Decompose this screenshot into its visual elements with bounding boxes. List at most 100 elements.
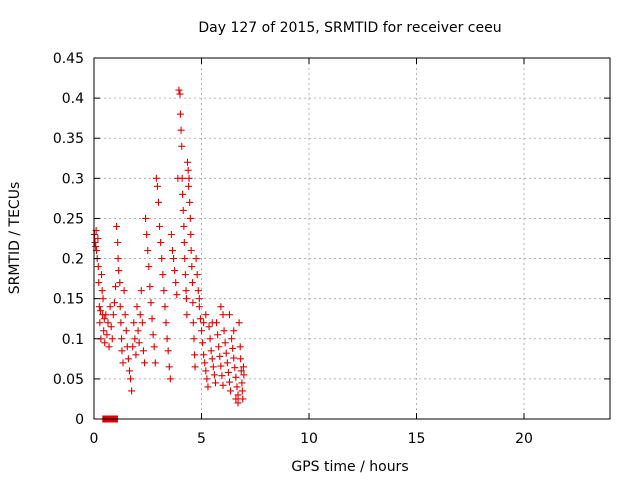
- data-point: [162, 319, 170, 327]
- data-point: [171, 267, 179, 275]
- data-point: [141, 359, 149, 367]
- data-point: [149, 331, 157, 339]
- data-point: [131, 335, 139, 343]
- data-point: [182, 287, 190, 295]
- data-point: [94, 235, 102, 242]
- data-point: [191, 363, 199, 371]
- data-point: [210, 371, 218, 379]
- data-point: [236, 343, 244, 351]
- data-point: [167, 230, 175, 238]
- data-point: [130, 319, 138, 327]
- data-point: [231, 364, 239, 372]
- data-point: [176, 90, 184, 98]
- x-tick-label: 15: [408, 431, 426, 447]
- data-point: [230, 354, 238, 362]
- data-point: [114, 255, 122, 263]
- data-point: [181, 271, 189, 279]
- data-point: [118, 335, 126, 343]
- data-point: [145, 263, 153, 271]
- data-point: [100, 327, 108, 335]
- data-point: [91, 239, 99, 247]
- data-point: [216, 352, 224, 360]
- data-point: [165, 363, 173, 371]
- data-point: [237, 367, 245, 375]
- y-tick-labels: 0 0.05 0.1 0.15 0.2 0.25 0.3 0.35 0.4 0.45: [53, 51, 84, 428]
- chart-title: Day 127 of 2015, SRMTID for receiver cee…: [198, 20, 501, 36]
- plot-frame: [93, 57, 611, 420]
- y-axis-label: SRMTID / TECUs: [7, 182, 23, 295]
- data-point: [186, 214, 194, 222]
- data-point: [201, 359, 209, 367]
- data-point: [235, 319, 243, 327]
- data-point: [180, 239, 188, 247]
- data-point: [189, 319, 197, 327]
- data-point: [180, 222, 188, 230]
- data-point: [200, 351, 208, 359]
- data-point: [117, 319, 125, 327]
- data-points: [90, 86, 248, 423]
- data-point: [225, 378, 233, 386]
- data-point: [193, 271, 201, 279]
- data-point: [134, 327, 142, 335]
- data-point: [214, 331, 222, 339]
- data-point: [237, 355, 245, 363]
- data-point: [205, 323, 213, 331]
- data-point: [152, 174, 160, 182]
- grid: [94, 58, 610, 419]
- data-point: [188, 263, 196, 271]
- data-point: [208, 355, 216, 363]
- data-point: [108, 335, 116, 343]
- data-point: [92, 243, 100, 251]
- data-point: [148, 315, 156, 323]
- data-point: [172, 279, 180, 287]
- data-point: [183, 311, 191, 319]
- data-point: [137, 287, 145, 295]
- data-point: [207, 347, 215, 355]
- data-point: [224, 368, 232, 376]
- data-point: [150, 343, 158, 351]
- data-point: [188, 279, 196, 287]
- data-point: [211, 379, 219, 387]
- data-point: [219, 311, 227, 319]
- data-point: [127, 375, 135, 383]
- data-point: [161, 303, 169, 311]
- y-tick-label: 0.1: [62, 332, 84, 348]
- y-tick-label: 0.35: [53, 131, 84, 147]
- data-point: [158, 255, 166, 263]
- data-point: [203, 375, 211, 383]
- data-point: [191, 351, 199, 359]
- data-point: [168, 247, 176, 255]
- data-point: [112, 283, 119, 291]
- data-point: [208, 319, 216, 327]
- data-point: [232, 395, 240, 403]
- data-point: [99, 295, 107, 303]
- data-point: [199, 339, 207, 347]
- data-point: [195, 303, 203, 311]
- data-point: [184, 158, 192, 166]
- data-point: [143, 230, 151, 238]
- data-point: [233, 383, 241, 391]
- data-point: [238, 379, 246, 387]
- data-point: [187, 230, 195, 238]
- y-tick-label: 0.4: [62, 91, 84, 107]
- data-point: [128, 387, 136, 395]
- data-point: [170, 255, 178, 263]
- data-point: [177, 126, 185, 134]
- data-point: [153, 182, 161, 190]
- data-point: [173, 291, 181, 299]
- data-point: [132, 351, 140, 359]
- data-point: [220, 327, 228, 335]
- data-point: [196, 315, 204, 323]
- data-point: [189, 299, 197, 307]
- data-point: [147, 299, 155, 307]
- data-point: [115, 267, 123, 275]
- data-point: [96, 319, 104, 327]
- x-tick-label: 10: [300, 431, 318, 447]
- data-point: [179, 206, 187, 214]
- data-point: [136, 311, 144, 319]
- data-point: [101, 339, 109, 347]
- y-tick-label: 0.45: [53, 51, 84, 67]
- data-point: [103, 331, 111, 339]
- data-point: [109, 311, 117, 319]
